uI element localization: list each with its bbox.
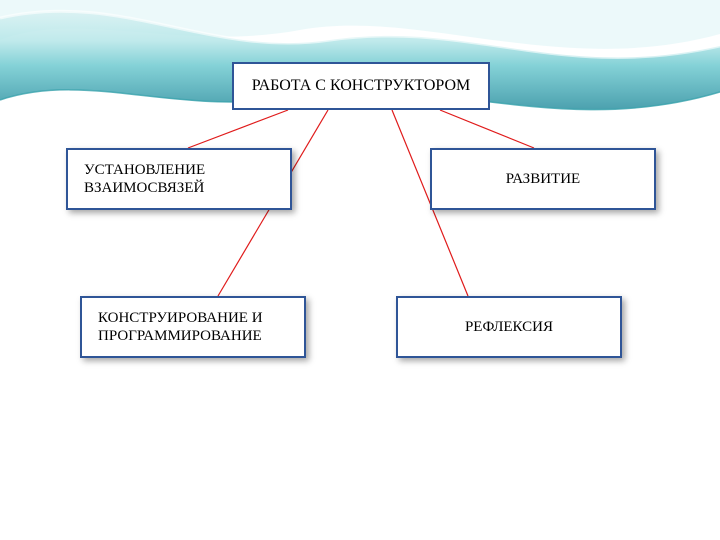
root-node-label: РАБОТА С КОНСТРУКТОРОМ	[252, 77, 471, 95]
root-node: РАБОТА С КОНСТРУКТОРОМ	[232, 62, 490, 110]
slide-canvas: РАБОТА С КОНСТРУКТОРОМ УСТАНОВЛЕНИЕ ВЗАИ…	[0, 0, 720, 540]
node-construct-prog: КОНСТРУИРОВАНИЕ И ПРОГРАММИРОВАНИЕ	[80, 296, 306, 358]
node-development-label: РАЗВИТИЕ	[506, 170, 580, 188]
edge-to-development	[440, 110, 534, 148]
node-relations: УСТАНОВЛЕНИЕ ВЗАИМОСВЯЗЕЙ	[66, 148, 292, 210]
node-reflection: РЕФЛЕКСИЯ	[396, 296, 622, 358]
node-construct-prog-label: КОНСТРУИРОВАНИЕ И ПРОГРАММИРОВАНИЕ	[98, 309, 288, 345]
node-reflection-label: РЕФЛЕКСИЯ	[465, 318, 553, 336]
node-relations-label: УСТАНОВЛЕНИЕ ВЗАИМОСВЯЗЕЙ	[84, 161, 274, 197]
edge-to-relations	[188, 110, 288, 148]
node-development: РАЗВИТИЕ	[430, 148, 656, 210]
